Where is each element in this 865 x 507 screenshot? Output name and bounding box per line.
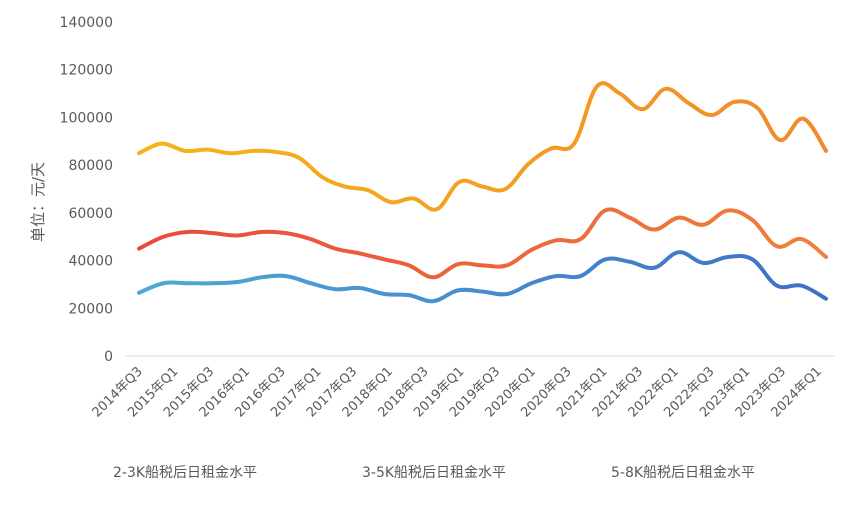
y-tick-label: 0	[104, 349, 113, 365]
y-tick-label: 120000	[60, 63, 113, 79]
y-tick-label: 80000	[68, 158, 113, 174]
series-line-1[interactable]	[137, 207, 828, 280]
y-tick-label: 140000	[60, 15, 113, 31]
series-line-0[interactable]	[137, 250, 828, 304]
legend-label: 5-8K船税后日租金水平	[611, 465, 755, 481]
y-axis: 0 20000 40000 60000 80000 100000 120000 140000	[60, 15, 113, 365]
plot-area	[137, 81, 828, 304]
series-line-2[interactable]	[137, 81, 828, 212]
legend-label: 3-5K船税后日租金水平	[362, 465, 506, 481]
legend-item-2[interactable]: 5-8K船税后日租金水平	[565, 465, 755, 481]
y-tick-label: 20000	[68, 301, 113, 317]
legend-label: 2-3K船税后日租金水平	[113, 465, 257, 481]
x-axis: 2014年Q32015年Q12015年Q32016年Q12016年Q32017年…	[90, 364, 825, 420]
y-tick-label: 100000	[60, 110, 113, 126]
y-tick-label: 60000	[68, 206, 113, 222]
legend: 2-3K船税后日租金水平 3-5K船税后日租金水平 5-8K船税后日租金水平	[67, 465, 755, 481]
y-tick-label: 40000	[68, 254, 113, 270]
y-axis-label: 单位：元/天	[29, 162, 47, 242]
legend-item-0[interactable]: 2-3K船税后日租金水平	[67, 465, 257, 481]
legend-item-1[interactable]: 3-5K船税后日租金水平	[316, 465, 506, 481]
